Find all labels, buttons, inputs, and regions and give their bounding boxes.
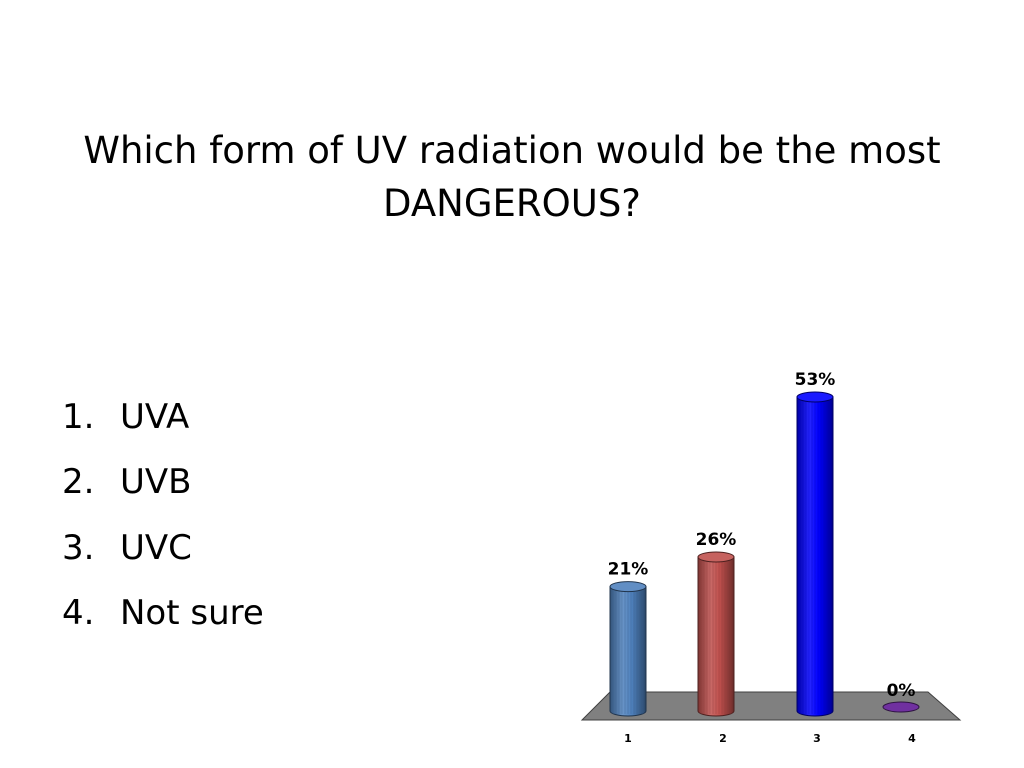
bar-1 — [609, 581, 647, 717]
data-label-3: 53% — [795, 370, 836, 390]
bar-2 — [697, 551, 735, 717]
option-label: Not sure — [120, 593, 264, 634]
option-number: 3. — [62, 527, 95, 568]
x-tick-label-2: 2 — [719, 732, 727, 745]
data-label-1: 21% — [608, 560, 649, 580]
answer-option-4: 4. Not sure — [62, 581, 264, 647]
option-label: UVB — [120, 462, 192, 503]
x-tick-label-3: 3 — [813, 732, 821, 745]
option-label: UVA — [120, 396, 190, 437]
answer-option-3: 3. UVC — [62, 515, 264, 581]
data-label-2: 26% — [696, 530, 737, 550]
slide-title-line-2: DANGEROUS? — [383, 182, 641, 225]
x-tick-label-4: 4 — [908, 732, 916, 745]
results-bar-chart: 21% 26% 53% 0% 1 2 3 4 — [580, 370, 962, 745]
bar-3 — [796, 391, 834, 717]
answer-options-list: 1. UVA 2. UVB 3. UVC 4. Not sure — [62, 384, 264, 646]
option-number: 4. — [62, 593, 95, 634]
data-label-4: 0% — [887, 681, 916, 701]
option-number: 2. — [62, 462, 95, 503]
chart-floor — [580, 691, 962, 721]
slide-title-line-1: Which form of UV radiation would be the … — [83, 129, 941, 172]
option-label: UVC — [120, 527, 192, 568]
answer-option-1: 1. UVA — [62, 384, 264, 450]
slide-title: Which form of UV radiation would be the … — [40, 124, 984, 230]
answer-option-2: 2. UVB — [62, 450, 264, 516]
option-number: 1. — [62, 396, 95, 437]
x-tick-label-1: 1 — [624, 732, 632, 745]
bar-4 — [882, 701, 920, 713]
